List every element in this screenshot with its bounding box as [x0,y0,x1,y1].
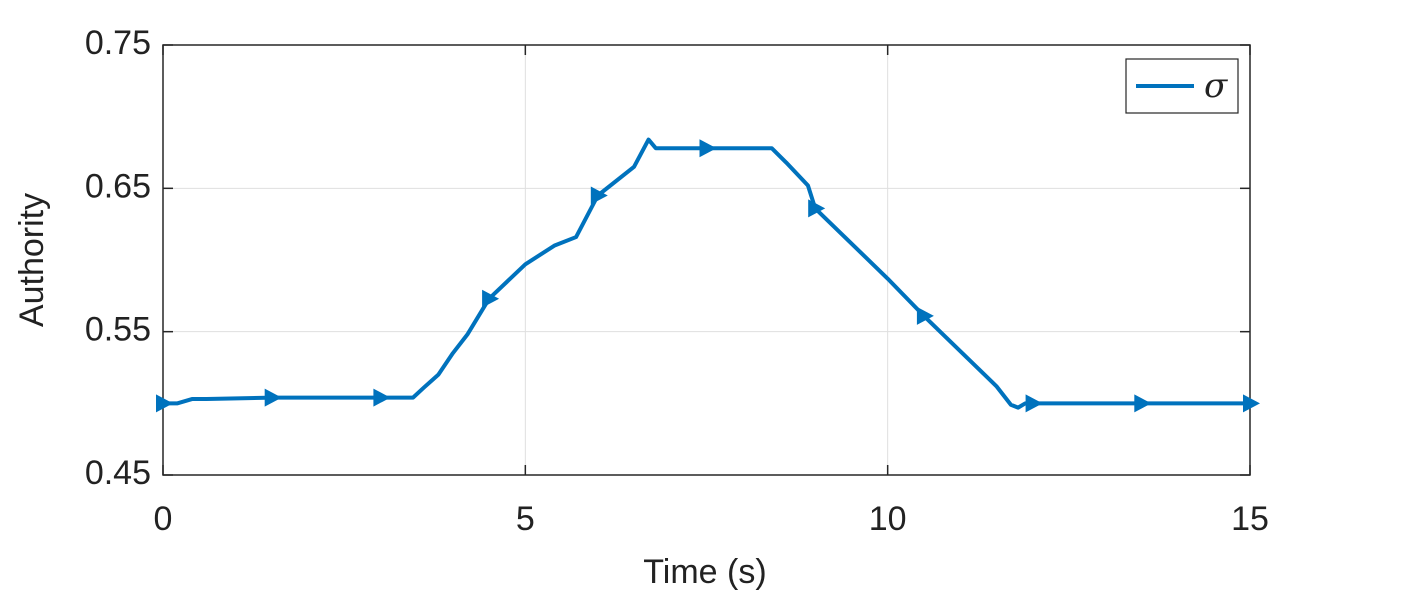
x-tick-label: 0 [154,500,173,538]
marker [590,186,608,205]
marker [264,388,282,407]
marker [1025,394,1043,413]
x-tick-label: 5 [516,500,535,538]
y-tick-label: 0.75 [85,24,151,62]
x-axis-label: Time (s) [643,553,766,591]
plot-area [163,45,1250,475]
legend-label: σ [1204,66,1228,106]
marker [373,388,391,407]
x-tick-label: 15 [1231,500,1269,538]
plot-frame [162,44,1251,476]
marker [808,199,826,218]
x-tick-label: 10 [869,500,907,538]
y-tick-label: 0.55 [85,311,151,349]
marker [916,306,934,325]
marker [482,289,500,308]
marker [1243,394,1260,413]
marker [1134,394,1152,413]
y-tick-label: 0.45 [85,454,151,492]
y-axis-label: Authority [13,193,51,327]
line [163,137,1250,410]
marker [699,139,717,158]
marker [156,394,173,413]
y-tick-label: 0.65 [85,167,151,205]
